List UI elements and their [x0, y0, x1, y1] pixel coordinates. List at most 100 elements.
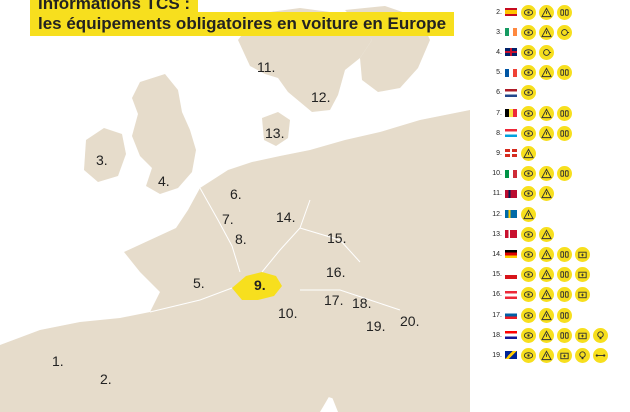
norway-flag-icon [505, 189, 517, 198]
legend-row: 13. [478, 225, 557, 243]
map-label-7: 7. [222, 211, 234, 227]
germany-flag-icon [505, 250, 517, 259]
belgium-flag-icon [505, 109, 517, 117]
triangle-icon [539, 105, 554, 121]
legend-row: 16. [478, 286, 593, 304]
map-label-4: 4. [158, 173, 170, 189]
ireland-flag-icon [505, 28, 517, 37]
lamp-icon [539, 44, 554, 60]
legend-row-number: 10. [492, 170, 502, 178]
tow-icon [593, 347, 608, 363]
map-label-1: 1. [52, 353, 64, 369]
map-label-5: 5. [193, 275, 205, 291]
lamp-icon [557, 24, 572, 40]
firstaid-icon [575, 246, 590, 262]
vest-icon [521, 347, 536, 363]
map-label-15: 15. [327, 230, 347, 246]
triangle-icon [539, 226, 554, 242]
title-line-2: les équipements obligatoires en voiture … [30, 12, 455, 36]
legend-row-number: 15. [492, 271, 502, 279]
triangle-icon [539, 267, 554, 283]
luxembourg-flag-icon [505, 129, 517, 138]
vest-icon [521, 307, 536, 323]
austria-flag-icon [505, 290, 517, 299]
legend-row: 8. [478, 124, 575, 142]
triangle-icon [521, 206, 536, 222]
vest-icon [521, 105, 536, 121]
map-svg [0, 6, 470, 412]
vest-icon [521, 65, 536, 81]
vests-icon [557, 4, 572, 20]
italy-land [262, 290, 350, 400]
mainland-europe [0, 110, 470, 412]
vest-icon [521, 85, 536, 101]
uk-land [132, 74, 196, 194]
legend-row-number: 17. [492, 311, 502, 319]
triangle-icon [539, 166, 554, 182]
firstaid-icon [575, 267, 590, 283]
triangle-icon [539, 307, 554, 323]
triangle-icon [539, 125, 554, 141]
vest-icon [521, 226, 536, 242]
firstaid-icon [575, 327, 590, 343]
vest-icon [521, 24, 536, 40]
slovenia-flag-icon [505, 311, 517, 319]
legend-row: 15. [478, 266, 593, 284]
legend-panel: 2. 3. 4. 5. 6. 7. 8. 9. 10. 11. 12. 13. 14. 15. 16. 17.… [470, 0, 630, 412]
triangle-icon [521, 145, 536, 161]
map-label-10: 10. [278, 305, 298, 321]
triangle-icon [539, 186, 554, 202]
legend-row-number: 19. [492, 351, 502, 359]
vests-icon [557, 125, 572, 141]
vests-icon [557, 307, 572, 323]
bulb-icon [593, 327, 608, 343]
czechia-flag-icon [505, 270, 517, 279]
legend-row: 7. [478, 104, 575, 122]
vest-icon [521, 125, 536, 141]
vests-icon [557, 166, 572, 182]
map-label-18: 18. [352, 295, 372, 311]
map-label-11: 11. [257, 59, 276, 75]
croatia-flag-icon [505, 331, 517, 340]
legend-row: 19. [478, 346, 611, 364]
legend-row-number: 11. [492, 190, 502, 198]
legend-row-number: 16. [492, 291, 502, 299]
vests-icon [557, 65, 572, 81]
netherlands-flag-icon [505, 88, 517, 97]
vest-icon [521, 186, 536, 202]
map-label-13: 13. [265, 125, 285, 141]
legend-row: 11. [478, 185, 557, 203]
legend-row-number: 4. [496, 48, 502, 56]
legend-row-number: 12. [492, 210, 502, 218]
triangle-icon [539, 4, 554, 20]
firstaid-icon [557, 347, 572, 363]
vests-icon [557, 287, 572, 303]
map-label-19: 19. [366, 318, 386, 334]
switzerland-flag-icon [505, 149, 517, 158]
denmark-land [262, 112, 290, 146]
sweden-flag-icon [505, 210, 517, 218]
vest-icon [521, 4, 536, 20]
firstaid-icon [575, 287, 590, 303]
map-label-2: 2. [100, 371, 112, 387]
vest-icon [521, 44, 536, 60]
legend-row-number: 18. [492, 331, 502, 339]
triangle-icon [539, 327, 554, 343]
vest-icon [521, 166, 536, 182]
legend-row: 3. [478, 23, 575, 41]
vests-icon [557, 267, 572, 283]
legend-row-number: 9. [496, 149, 502, 157]
triangle-icon [539, 24, 554, 40]
map-label-12: 12. [311, 89, 331, 105]
vest-icon [521, 327, 536, 343]
triangle-icon [539, 347, 554, 363]
legend-row-number: 6. [496, 89, 502, 97]
legend-row-number: 3. [496, 28, 502, 36]
legend-row: 14. [478, 245, 593, 263]
map-label-8: 8. [235, 231, 247, 247]
vests-icon [557, 246, 572, 262]
legend-row-number: 8. [496, 129, 502, 137]
triangle-icon [539, 65, 554, 81]
legend-row: 10. [478, 165, 575, 183]
legend-row: 12. [478, 205, 539, 223]
